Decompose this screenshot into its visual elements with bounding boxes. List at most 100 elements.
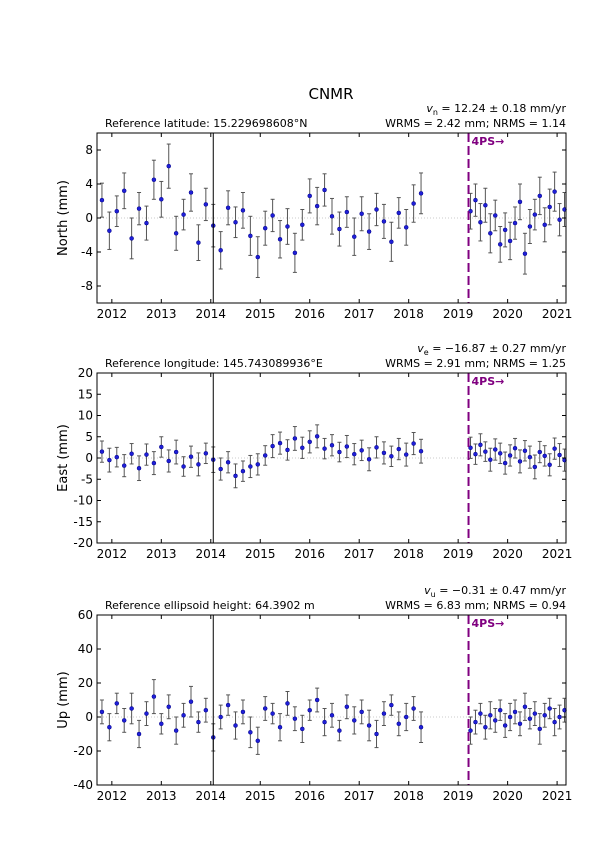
data-point	[547, 204, 552, 210]
data-point	[173, 231, 179, 236]
data-point	[366, 229, 372, 234]
x-tick-label: 2020	[492, 789, 523, 803]
data-point	[307, 439, 312, 445]
data-point	[188, 190, 194, 195]
x-tick-label: 2013	[146, 789, 177, 803]
data-point	[99, 709, 105, 715]
data-point	[99, 449, 105, 454]
data-point	[262, 225, 268, 231]
data-point	[502, 227, 508, 233]
x-tick-label: 2015	[245, 789, 276, 803]
y-tick-label: 40	[78, 642, 93, 656]
data-point	[507, 714, 513, 720]
stats-text: WRMS = 2.91 mm; NRMS = 1.25	[385, 357, 566, 370]
data-point	[488, 231, 493, 236]
data-point	[218, 466, 223, 472]
data-point	[255, 254, 261, 260]
data-point	[389, 702, 394, 708]
velocity-value: = −16.87 ± 0.27 mm/yr	[429, 342, 567, 355]
data-point	[129, 451, 134, 456]
data-point	[166, 704, 171, 710]
y-tick-label: 60	[78, 608, 93, 622]
data-point	[262, 453, 268, 458]
data-point	[493, 718, 498, 723]
data-point	[240, 468, 246, 474]
data-point	[233, 473, 238, 479]
velocity-text: ve = −16.87 ± 0.27 mm/yr	[417, 342, 566, 357]
data-point	[225, 205, 231, 211]
data-point	[107, 724, 112, 730]
velocity-text: vn = 12.24 ± 0.18 mm/yr	[426, 102, 566, 117]
data-point	[527, 224, 533, 229]
x-tick-label: 2016	[294, 547, 325, 561]
data-point	[532, 711, 538, 716]
y-tick-label: 0	[85, 451, 93, 465]
x-tick-label: 2018	[393, 547, 424, 561]
velocity-symbol: v	[424, 584, 431, 597]
data-point	[542, 222, 547, 228]
data-point	[233, 723, 238, 728]
data-point	[381, 450, 387, 456]
data-point	[483, 724, 488, 730]
y-tick-label: -40	[73, 778, 93, 792]
data-point	[517, 459, 523, 464]
y-tick-label: -20	[73, 744, 93, 758]
data-point	[411, 706, 416, 711]
x-tick-label: 2019	[443, 547, 474, 561]
data-point	[374, 445, 379, 450]
x-tick-label: 2019	[443, 789, 474, 803]
offset-label: 4PS→	[472, 375, 505, 388]
stats-text: WRMS = 6.83 mm; NRMS = 0.94	[385, 599, 566, 612]
data-point	[366, 457, 372, 462]
data-point	[292, 716, 298, 721]
x-tick-label: 2015	[245, 547, 276, 561]
data-point	[225, 460, 231, 465]
data-point	[277, 724, 283, 730]
data-point	[478, 442, 483, 448]
data-point	[114, 701, 120, 706]
x-tick-label: 2016	[294, 307, 325, 321]
data-point	[262, 706, 268, 711]
data-point	[203, 451, 209, 456]
velocity-symbol: v	[426, 102, 433, 115]
y-tick-label: -5	[81, 472, 93, 486]
data-point	[507, 238, 513, 244]
stats-text: WRMS = 2.42 mm; NRMS = 1.14	[385, 117, 566, 130]
x-tick-label: 2020	[492, 547, 523, 561]
offset-label: 4PS→	[472, 135, 505, 148]
data-point	[240, 709, 246, 715]
data-point	[270, 711, 275, 716]
data-point	[225, 702, 231, 708]
x-tick-label: 2021	[542, 547, 573, 561]
data-point	[314, 434, 320, 439]
data-point	[473, 451, 478, 457]
velocity-subscript: n	[433, 108, 438, 117]
data-point	[493, 213, 498, 218]
data-point	[129, 706, 134, 711]
data-point	[374, 207, 379, 212]
data-point	[248, 464, 253, 469]
data-point	[493, 447, 498, 452]
x-tick-label: 2013	[146, 547, 177, 561]
data-point	[270, 443, 275, 449]
y-tick-label: 15	[78, 387, 93, 401]
velocity-value: = 12.24 ± 0.18 mm/yr	[438, 102, 567, 115]
data-point	[507, 453, 513, 458]
data-point	[121, 463, 127, 468]
data-point	[136, 206, 142, 211]
data-point	[144, 452, 149, 457]
data-point	[396, 721, 402, 727]
data-point	[144, 711, 149, 716]
data-point	[203, 202, 209, 207]
data-point	[166, 458, 171, 464]
data-point	[483, 449, 488, 454]
x-tick-label: 2017	[344, 307, 375, 321]
data-point	[359, 709, 364, 715]
data-point	[537, 449, 543, 455]
data-point	[136, 465, 142, 471]
data-point	[285, 447, 290, 453]
data-point	[403, 714, 409, 720]
x-tick-label: 2021	[542, 307, 573, 321]
data-point	[136, 731, 142, 737]
